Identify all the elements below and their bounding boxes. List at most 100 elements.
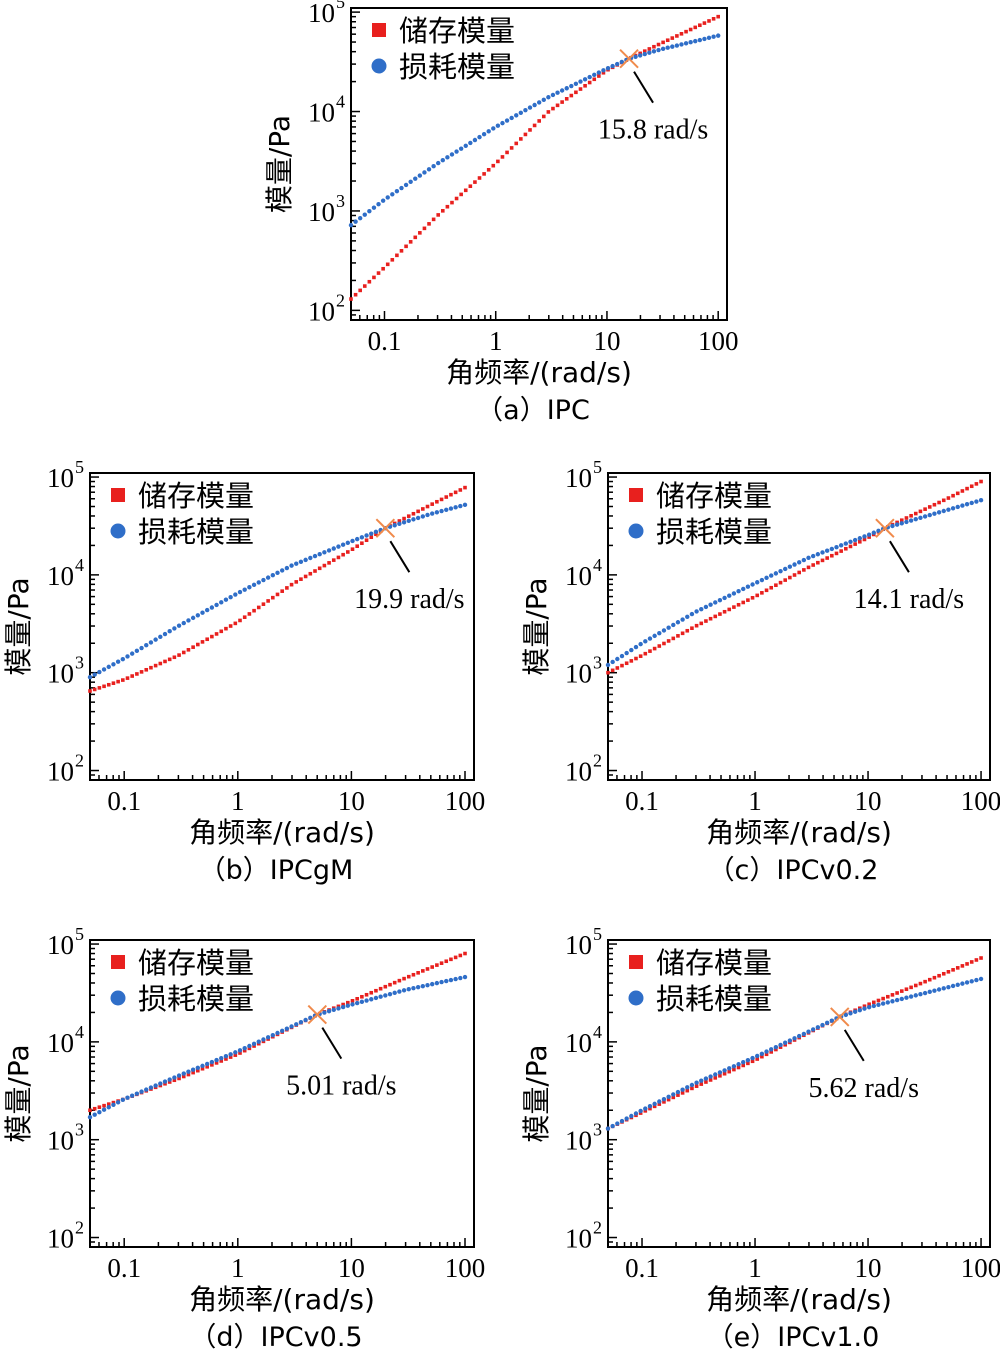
storage-point [592, 77, 597, 82]
storage-point [858, 539, 862, 544]
x-axis-label: 角频率/(rad/s) [189, 816, 375, 849]
storage-point [271, 595, 275, 600]
storage-point [425, 504, 430, 509]
loss-point [964, 980, 970, 985]
storage-point [727, 607, 732, 612]
loss-point [651, 49, 657, 54]
y-tick-label: 10 [565, 659, 592, 689]
storage-point [167, 657, 172, 662]
loss-point [810, 553, 816, 559]
loss-point [134, 1091, 140, 1096]
storage-point [322, 563, 327, 568]
loss-point [209, 605, 215, 610]
storage-point [652, 44, 656, 49]
loss-point [699, 1078, 704, 1083]
storage-point [736, 1065, 741, 1070]
storage-point [941, 498, 946, 503]
storage-point [210, 1063, 214, 1067]
loss-point [214, 602, 219, 608]
storage-point [450, 200, 454, 205]
storage-point [755, 593, 760, 598]
storage-point [205, 1064, 209, 1069]
storage-point [741, 1063, 746, 1068]
loss-point [376, 201, 381, 207]
loss-point [453, 976, 458, 982]
loss-point [462, 974, 468, 980]
storage-point [463, 951, 467, 956]
storage-point [670, 36, 675, 40]
loss-point [247, 1043, 252, 1049]
loss-point [750, 582, 755, 587]
storage-point [88, 689, 92, 693]
loss-point [866, 532, 872, 537]
loss-point [787, 564, 793, 569]
storage-point [385, 262, 390, 267]
loss-point [722, 1068, 727, 1073]
loss-point [139, 645, 144, 651]
storage-point [732, 1067, 736, 1072]
loss-point [715, 33, 721, 38]
storage-point [402, 976, 406, 981]
loss-point [637, 53, 643, 58]
y-axis-label: 模量/Pa [520, 1044, 553, 1142]
loss-point [596, 70, 602, 75]
x-tick-label: 100 [961, 786, 1000, 816]
loss-point [481, 132, 487, 137]
storage-point [685, 1088, 690, 1093]
loss-point [810, 1027, 816, 1032]
loss-point [843, 541, 849, 546]
loss-point [918, 515, 923, 521]
loss-point [399, 185, 404, 191]
loss-point [115, 659, 121, 664]
storage-point [523, 132, 528, 137]
loss-point [294, 561, 299, 566]
loss-point [782, 566, 788, 572]
loss-point [904, 519, 909, 525]
loss-point [564, 86, 569, 91]
storage-point [569, 93, 574, 98]
storage-point [727, 1069, 732, 1074]
y-tick-exponent: 3 [593, 653, 602, 673]
loss-point [111, 1102, 116, 1107]
loss-point [284, 1026, 290, 1031]
y-tick-exponent: 5 [593, 924, 602, 944]
storage-point [634, 656, 638, 661]
loss-point [964, 502, 970, 507]
storage-point [436, 213, 441, 217]
storage-point [643, 1109, 648, 1113]
loss-point [647, 1104, 653, 1109]
loss-point [406, 987, 411, 992]
storage-point [969, 484, 974, 489]
x-tick-label: 100 [698, 326, 739, 356]
x-tick-label: 1 [231, 786, 245, 816]
loss-point [731, 1064, 737, 1069]
storage-point [233, 1053, 238, 1057]
storage-point [219, 629, 224, 634]
storage-point [537, 119, 541, 123]
storage-point [210, 634, 214, 639]
storage-point [346, 550, 350, 554]
loss-point [444, 507, 449, 513]
storage-point [294, 580, 299, 584]
storage-point [881, 996, 885, 1001]
storage-point [358, 288, 362, 293]
loss-point [120, 1097, 126, 1103]
loss-point [532, 102, 537, 108]
loss-point [167, 629, 172, 634]
storage-point [955, 966, 960, 970]
storage-point [555, 103, 560, 108]
storage-point [899, 518, 904, 523]
loss-point [679, 42, 684, 47]
y-tick-exponent: 4 [336, 92, 345, 112]
crossover-marker [375, 518, 396, 538]
loss-point [359, 999, 365, 1005]
loss-point [426, 167, 432, 172]
loss-point [195, 613, 201, 618]
storage-point [713, 614, 718, 619]
storage-point [601, 70, 606, 75]
loss-point [204, 1061, 210, 1067]
x-axis-label: 角频率/(rad/s) [706, 816, 892, 849]
y-tick-label: 10 [308, 98, 335, 128]
y-tick-exponent: 3 [75, 653, 84, 673]
loss-point [256, 1039, 261, 1044]
